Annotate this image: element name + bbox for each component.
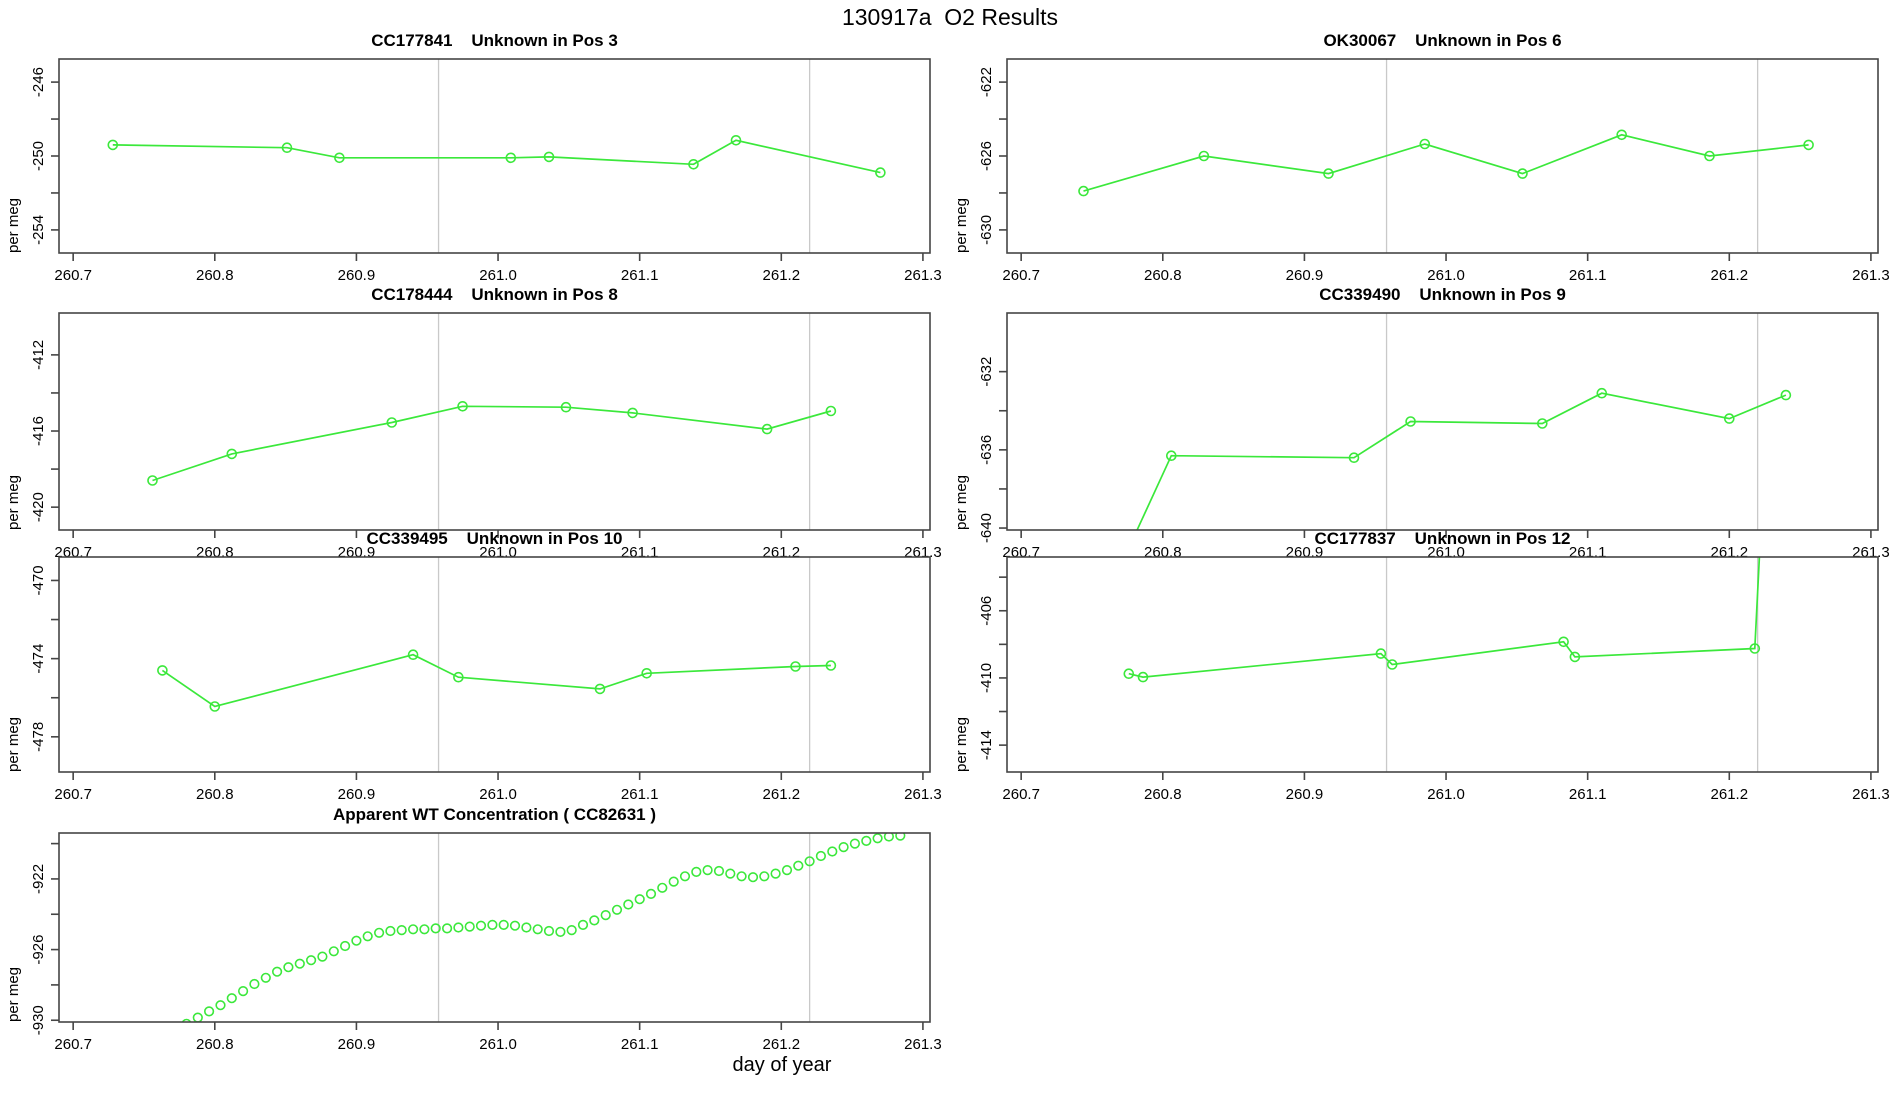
plot-area: 260.7 260.8 260.9 261.0 261.1 261.2 261.3 -470 -…: [30, 556, 942, 803]
svg-text:261.1: 261.1: [1569, 786, 1607, 803]
svg-text:260.9: 260.9: [338, 267, 376, 284]
svg-text:260.8: 260.8: [1144, 267, 1182, 284]
y-axis-label: per meg: [953, 197, 970, 253]
svg-text:-410: -410: [978, 663, 995, 693]
svg-text:261.3: 261.3: [904, 786, 942, 803]
svg-text:-474: -474: [30, 644, 47, 674]
panel-pos12: CC177837 Unknown in Pos 12 per meg 260.7…: [953, 529, 1890, 803]
svg-text:261.2: 261.2: [763, 786, 801, 803]
panel-title: CC177841 Unknown in Pos 3: [371, 31, 618, 50]
panel-pos6: OK30067 Unknown in Pos 6 per meg 260.7 26…: [953, 31, 1890, 284]
svg-text:-640: -640: [978, 513, 995, 543]
svg-text:260.8: 260.8: [1144, 786, 1182, 803]
svg-text:260.9: 260.9: [1286, 267, 1324, 284]
svg-text:260.8: 260.8: [196, 267, 234, 284]
svg-text:-626: -626: [978, 141, 995, 171]
svg-text:-414: -414: [978, 730, 995, 760]
svg-text:-254: -254: [30, 215, 47, 245]
panel-title: CC178444 Unknown in Pos 8: [371, 285, 618, 304]
svg-text:-922: -922: [30, 864, 47, 894]
svg-text:-412: -412: [30, 340, 47, 370]
svg-text:260.7: 260.7: [54, 267, 92, 284]
y-axis-label: per meg: [5, 966, 22, 1022]
y-axis-label: per meg: [5, 197, 22, 253]
svg-text:261.1: 261.1: [621, 786, 659, 803]
svg-text:-622: -622: [978, 67, 995, 97]
plot-area: 260.7 260.8 260.9 261.0 261.1 261.2 261.3-412-…: [30, 312, 942, 561]
svg-text:261.0: 261.0: [479, 1036, 517, 1053]
panel-title: CC339490 Unknown in Pos 9: [1319, 285, 1566, 304]
y-axis-label: per meg: [5, 716, 22, 772]
svg-text:261.3: 261.3: [904, 1036, 942, 1053]
panel-title: CC177837 Unknown in Pos 12: [1314, 529, 1571, 548]
svg-text:-406: -406: [978, 596, 995, 626]
svg-text:261.0: 261.0: [479, 267, 517, 284]
svg-text:260.7: 260.7: [1002, 267, 1040, 284]
panel-pos8: CC178444 Unknown in Pos 8 per meg 260.7 2…: [5, 285, 942, 561]
panel-title: Apparent WT Concentration ( CC82631 ): [332, 805, 657, 824]
svg-text:260.7: 260.7: [1002, 786, 1040, 803]
svg-text:-632: -632: [978, 357, 995, 387]
svg-text:261.2: 261.2: [763, 267, 801, 284]
svg-text:261.0: 261.0: [1427, 267, 1465, 284]
svg-text:-470: -470: [30, 565, 47, 595]
panel-title: OK30067 Unknown in Pos 6: [1323, 31, 1562, 50]
svg-text:-478: -478: [30, 722, 47, 752]
svg-text:261.3: 261.3: [1852, 786, 1890, 803]
svg-text:261.3: 261.3: [1852, 267, 1890, 284]
svg-text:260.7: 260.7: [54, 786, 92, 803]
svg-text:260.8: 260.8: [196, 1036, 234, 1053]
svg-text:-246: -246: [30, 67, 47, 97]
svg-text:261.3: 261.3: [904, 267, 942, 284]
svg-text:261.2: 261.2: [763, 1036, 801, 1053]
svg-text:-926: -926: [30, 935, 47, 965]
svg-text:261.0: 261.0: [479, 786, 517, 803]
svg-text:-420: -420: [30, 492, 47, 522]
svg-text:261.2: 261.2: [1711, 267, 1749, 284]
svg-text:-930: -930: [30, 1005, 47, 1035]
panel-pos10: CC339495 Unknown in Pos 10 per meg 260.7…: [5, 529, 942, 803]
svg-text:261.0: 261.0: [1427, 786, 1465, 803]
plot-area: 260.7 260.8 260.9 261.0 261.1 261.2 261.3 -246 -…: [30, 58, 942, 284]
panel-pos3: CC177841 Unknown in Pos 3 per meg 260.7 2…: [5, 31, 942, 284]
svg-text:-636: -636: [978, 435, 995, 465]
plot-area: 260.7 260.8 260.9 261.0 261.1 261.2 261.3 -922 -…: [30, 832, 942, 1053]
svg-text:260.8: 260.8: [196, 786, 234, 803]
svg-text:260.9: 260.9: [1286, 786, 1324, 803]
y-axis-label: per meg: [953, 716, 970, 772]
y-axis-label: per meg: [953, 474, 970, 530]
svg-text:260.9: 260.9: [338, 786, 376, 803]
svg-text:260.9: 260.9: [338, 1036, 376, 1053]
svg-text:-416: -416: [30, 416, 47, 446]
panel-title: CC339495 Unknown in Pos 10: [366, 529, 623, 548]
figure-title: 130917a O2 Results: [841, 4, 1059, 30]
panel-pos9: CC339490 Unknown in Pos 9 per meg 260.7 2…: [953, 285, 1890, 561]
svg-text:261.1: 261.1: [1569, 267, 1607, 284]
svg-text:261.1: 261.1: [621, 1036, 659, 1053]
plot-area: 260.7 260.8 260.9 261.0 261.1 261.2 261.3 -406 -…: [978, 556, 1890, 803]
panel-wt-concentration: Apparent WT Concentration ( CC82631 ) pe…: [5, 805, 942, 1053]
svg-text:-250: -250: [30, 141, 47, 171]
x-axis-label: day of year: [732, 1054, 832, 1076]
plot-area: 260.7 260.8 260.9 261.0 261.1 261.2 261.3 -622 -…: [978, 58, 1890, 284]
svg-text:-630: -630: [978, 215, 995, 245]
svg-text:261.2: 261.2: [1711, 786, 1749, 803]
y-axis-label: per meg: [5, 474, 22, 530]
svg-text:260.7: 260.7: [54, 1036, 92, 1053]
plot-area: 260.7 260.8 260.9 261.0 261.1 261.2 261.3-632-…: [978, 312, 1890, 561]
svg-text:261.1: 261.1: [621, 267, 659, 284]
